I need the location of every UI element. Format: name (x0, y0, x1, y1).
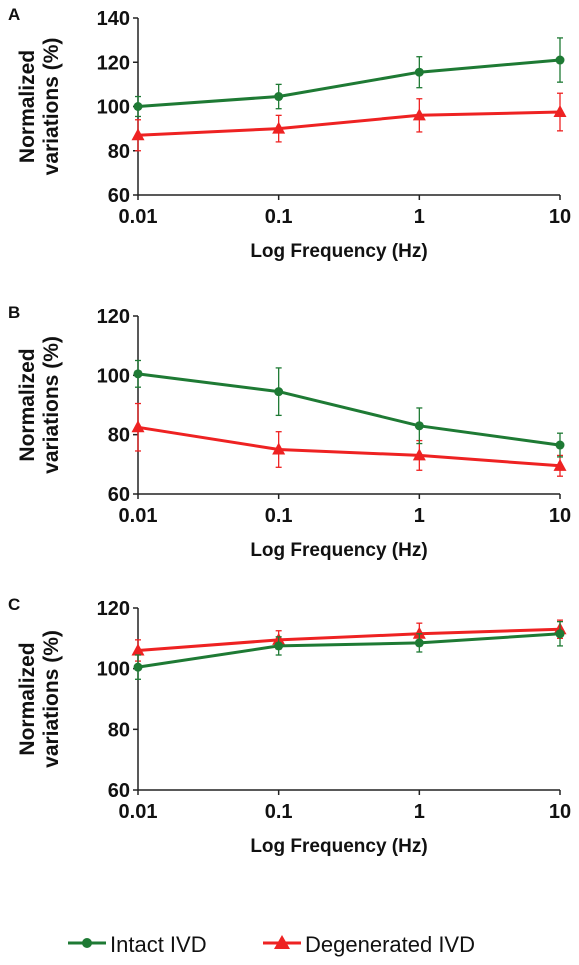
data-point (553, 458, 567, 471)
x-tick-label: 1 (414, 801, 425, 823)
y-axis-title-line: variations (%) (40, 630, 63, 768)
legend-label-intact: Intact IVD (110, 932, 207, 957)
y-axis-title-line: Normalized (16, 50, 39, 163)
data-point (274, 387, 284, 397)
x-tick-label: 1 (414, 505, 425, 527)
x-tick-label: 1 (414, 206, 425, 228)
y-tick-label: 120 (97, 52, 130, 74)
y-tick-label: 60 (108, 780, 130, 802)
panel-label: B (8, 303, 20, 322)
y-tick-label: 80 (108, 425, 130, 447)
data-point (133, 102, 143, 111)
y-tick-label: 60 (108, 185, 130, 207)
series-degenerated (131, 619, 567, 662)
data-point (131, 643, 145, 656)
series-line (137, 627, 561, 652)
y-tick-label: 100 (97, 365, 130, 387)
data-point (274, 641, 284, 651)
data-point (414, 67, 424, 77)
data-point (133, 662, 143, 672)
data-point (131, 420, 145, 433)
legend: Intact IVD Degenerated IVD (68, 932, 475, 957)
series-line (137, 372, 561, 447)
panel-label: A (8, 5, 20, 24)
x-tick-label: 0.1 (265, 801, 293, 823)
legend-marker-circle (82, 938, 92, 948)
y-tick-label: 100 (97, 97, 130, 119)
y-tick-label: 140 (97, 8, 130, 30)
legend-marker-triangle (274, 935, 290, 949)
data-point (414, 638, 424, 648)
data-point (412, 626, 426, 639)
y-axis-title-line: variations (%) (40, 38, 63, 176)
x-tick-label: 10 (549, 206, 571, 228)
data-point (274, 92, 284, 102)
y-tick-label: 80 (108, 141, 130, 163)
legend-label-degenerated: Degenerated IVD (305, 932, 475, 957)
x-tick-label: 0.01 (119, 801, 158, 823)
x-tick-label: 10 (549, 801, 571, 823)
panel-label: C (8, 595, 20, 614)
x-tick-label: 10 (549, 505, 571, 527)
series-line (137, 632, 561, 669)
y-tick-label: 80 (108, 719, 130, 741)
series-degenerated (131, 92, 567, 152)
series-intact (133, 621, 565, 680)
y-tick-label: 100 (97, 659, 130, 681)
legend-item-degenerated: Degenerated IVD (263, 932, 475, 957)
x-tick-label: 0.01 (119, 206, 158, 228)
panel-a: A 60 80 100 120 140 0.01 0.1 1 10 Log Frequency (H… (8, 5, 571, 262)
data-point (412, 448, 426, 461)
data-point (555, 629, 565, 639)
series-degenerated (131, 402, 567, 477)
x-axis-title: Log Frequency (Hz) (250, 540, 427, 561)
series-intact (133, 359, 565, 458)
x-tick-label: 0.1 (265, 206, 293, 228)
y-axis-title-line: variations (%) (40, 336, 63, 474)
panel-c: C 60 80 100 120 0.01 0.1 1 10 Log Frequency (Hz) N… (8, 595, 571, 857)
x-axis-title: Log Frequency (Hz) (250, 241, 427, 262)
series-line (137, 58, 561, 108)
data-point (555, 55, 565, 65)
data-point (412, 108, 426, 121)
y-tick-label: 60 (108, 484, 130, 506)
data-point (553, 105, 567, 118)
x-tick-label: 0.01 (119, 505, 158, 527)
data-point (133, 369, 143, 379)
y-axis-title: Normalizedvariations (%) (16, 336, 63, 474)
y-axis-title-line: Normalized (16, 348, 39, 461)
y-axis-title: Normalizedvariations (%) (16, 630, 63, 768)
y-axis-title: Normalizedvariations (%) (16, 38, 63, 176)
series-intact (133, 37, 565, 118)
series-line (137, 425, 561, 468)
legend-item-intact: Intact IVD (68, 932, 207, 957)
x-axis-title: Log Frequency (Hz) (250, 836, 427, 857)
y-tick-label: 120 (97, 306, 130, 328)
data-point (131, 128, 145, 141)
y-tick-label: 120 (97, 598, 130, 620)
series-line (137, 110, 561, 137)
y-axis-title-line: Normalized (16, 642, 39, 755)
panel-b: B 60 80 100 120 0.01 0.1 1 10 Log Frequency (Hz) N… (8, 303, 571, 561)
data-point (555, 440, 565, 450)
data-point (272, 121, 286, 134)
data-point (272, 442, 286, 455)
data-point (414, 421, 424, 431)
x-tick-label: 0.1 (265, 505, 293, 527)
